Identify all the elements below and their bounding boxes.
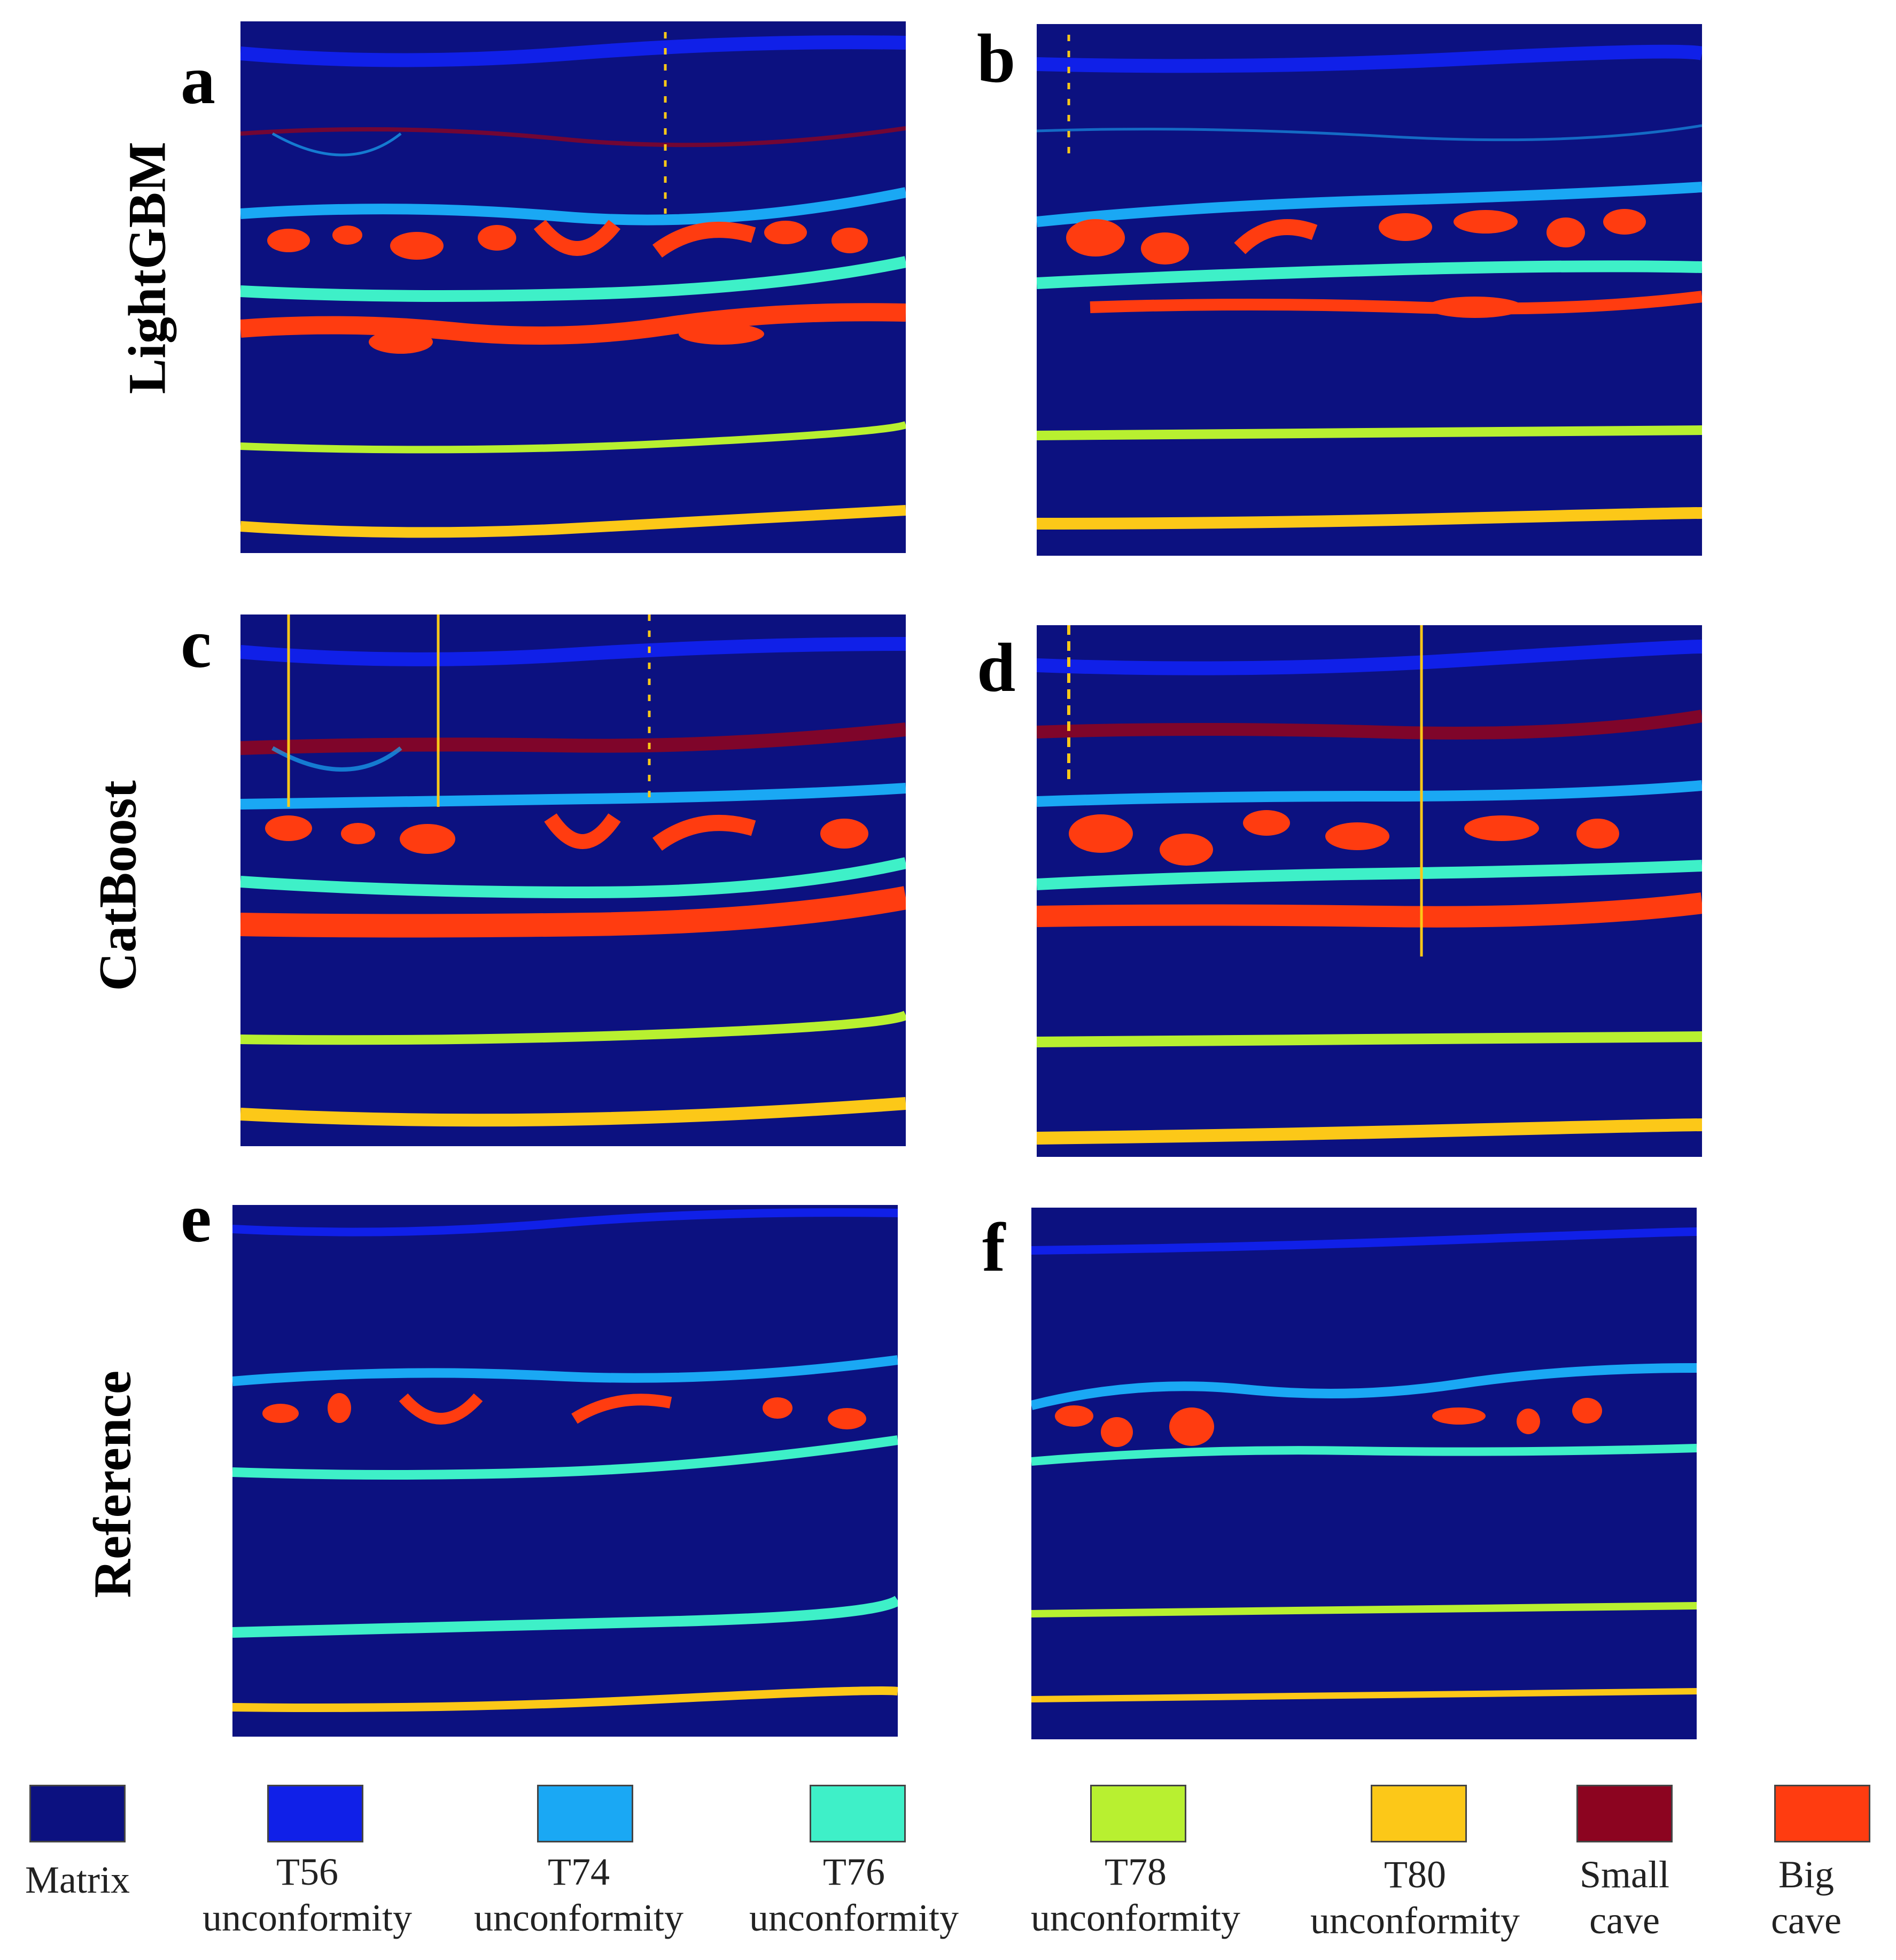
panel-d-image <box>1037 625 1702 1157</box>
legend-label-matrix: Matrix <box>25 1858 130 1901</box>
row-label-lightgbm: LightGBM <box>117 142 177 394</box>
legend-label-big-cave: Big cave <box>1771 1853 1841 1942</box>
legend-label-small-cave: Small cave <box>1579 1853 1669 1942</box>
panel-b-image <box>1037 24 1702 556</box>
legend-swatch-t74 <box>537 1785 633 1842</box>
legend-label-t56: T56 unconformity <box>203 1850 412 1939</box>
legend-swatch-t78 <box>1090 1785 1186 1842</box>
legend-label-t76: T76 unconformity <box>749 1850 959 1939</box>
legend-label-t74: T74 unconformity <box>474 1850 683 1939</box>
panel-letter-e: e <box>181 1180 212 1257</box>
legend-label-t80: T80 unconformity <box>1310 1853 1520 1942</box>
panel-e-image <box>232 1205 898 1737</box>
legend-swatch-matrix <box>29 1785 126 1842</box>
row-label-reference: Reference <box>82 1370 142 1598</box>
legend-swatch-small-cave <box>1576 1785 1673 1842</box>
legend-swatch-big-cave <box>1774 1785 1870 1842</box>
row-label-catboost: CatBoost <box>88 780 147 991</box>
panel-letter-b: b <box>977 20 1016 97</box>
legend-swatch-t76 <box>810 1785 906 1842</box>
legend-swatch-t80 <box>1371 1785 1467 1842</box>
panel-letter-f: f <box>982 1209 1006 1286</box>
panel-letter-a: a <box>181 42 215 119</box>
panel-a-image <box>240 21 906 553</box>
panel-c-image <box>240 615 906 1146</box>
panel-f-image <box>1031 1208 1697 1739</box>
panel-letter-d: d <box>977 629 1016 706</box>
legend-swatch-t56 <box>267 1785 363 1842</box>
legend-label-t78: T78 unconformity <box>1031 1850 1240 1939</box>
panel-letter-c: c <box>181 605 212 682</box>
